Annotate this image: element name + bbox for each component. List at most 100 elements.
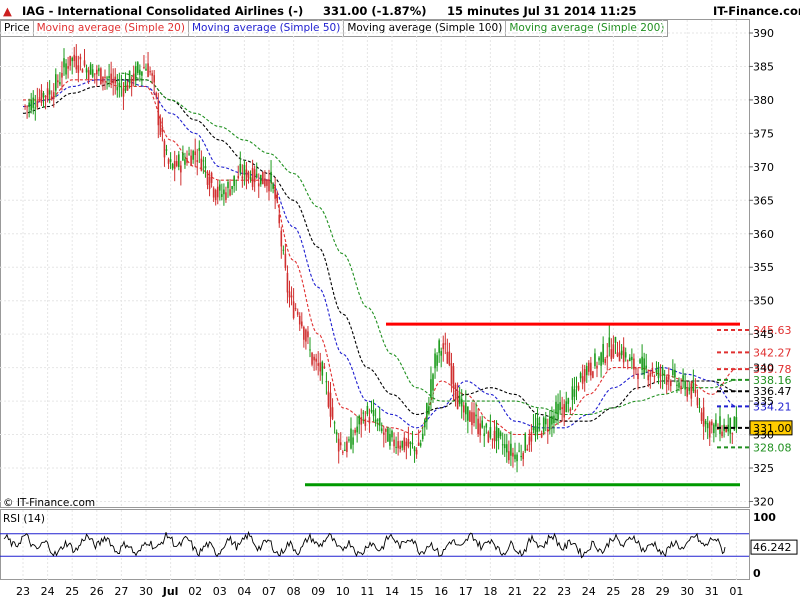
candle [696, 389, 699, 409]
candle [272, 182, 274, 194]
candle [485, 422, 488, 434]
date-tick-label: 28 [631, 585, 645, 598]
candle [532, 413, 535, 434]
candle [604, 356, 606, 366]
candle [641, 344, 643, 376]
candle [173, 150, 176, 182]
candle-body [223, 189, 225, 195]
candle-body [637, 373, 639, 379]
candle-body [147, 63, 149, 77]
candle [376, 418, 379, 432]
candle-body [657, 366, 660, 379]
candle [192, 149, 194, 164]
legend-item-ma20: Moving average (Simple 20) [32, 21, 188, 36]
ma50-tag: 334.21 [753, 400, 792, 413]
candle-body [282, 249, 285, 251]
candle [26, 105, 28, 119]
candle [251, 159, 254, 191]
candle [352, 429, 354, 454]
candle [122, 82, 125, 110]
candle-body [655, 369, 658, 373]
candle-body [467, 406, 469, 421]
candle-body [510, 443, 512, 456]
candle [339, 432, 342, 450]
candle [559, 390, 561, 414]
candle-body [489, 427, 492, 438]
candle-body [454, 384, 457, 400]
candle [528, 429, 531, 452]
candle-body [706, 423, 709, 429]
candle-body [145, 68, 147, 71]
candle [487, 430, 490, 444]
candle [120, 74, 123, 97]
candle-body [452, 366, 455, 389]
rsi-panel-frame [0, 509, 750, 580]
candle [55, 68, 57, 98]
candle-body [151, 73, 153, 76]
candle [503, 433, 506, 457]
candle [161, 117, 164, 142]
price-tick-label: 380 [753, 94, 774, 107]
candle [518, 442, 520, 453]
candle [397, 432, 399, 456]
candle [715, 413, 717, 438]
candle-body [114, 76, 117, 84]
candle-body [319, 362, 322, 372]
candle [319, 352, 322, 381]
candle-body [266, 180, 268, 186]
candle [204, 156, 207, 178]
candle-body [682, 375, 684, 380]
candle-body [262, 171, 264, 185]
ma50-tag-box [750, 399, 792, 414]
candle [462, 402, 465, 421]
candle-body [729, 417, 732, 434]
candle-body [713, 424, 715, 434]
ma20-tag-box [750, 345, 792, 360]
candle [253, 165, 256, 192]
candle [522, 450, 524, 467]
candle [59, 72, 61, 87]
support-tag-box [750, 440, 792, 455]
candle [551, 406, 553, 437]
candle [96, 65, 98, 87]
candle-body [178, 154, 180, 167]
candle [616, 341, 619, 358]
candle-body [67, 66, 69, 69]
candle [729, 417, 732, 444]
legend-item-ma100: Moving average (Simple 100) [343, 21, 505, 36]
candle-body [680, 385, 682, 390]
date-tick-label: 21 [508, 585, 522, 598]
candle [52, 83, 55, 108]
candle-body [411, 443, 414, 445]
candle [471, 402, 473, 435]
candle [540, 430, 543, 439]
candle-body [585, 366, 588, 376]
ma100-tag-box [750, 384, 792, 399]
candle-body [188, 153, 190, 155]
candle [225, 186, 227, 203]
candle-body [239, 163, 242, 173]
candle-body [393, 439, 395, 447]
candle [139, 64, 141, 82]
candle-body [46, 88, 49, 100]
candle [391, 429, 393, 442]
candle [590, 356, 592, 381]
last-price-tag: 331.00 [753, 422, 792, 435]
candle-body [485, 423, 488, 428]
candle [141, 70, 143, 86]
candle-body [702, 407, 705, 427]
candle [190, 149, 192, 167]
candle [438, 338, 440, 363]
candle [676, 380, 678, 394]
candle [63, 48, 65, 76]
candle [380, 422, 383, 434]
candle-body [491, 438, 494, 440]
candle [618, 340, 621, 362]
candle [77, 55, 80, 83]
candle-body [149, 71, 151, 73]
candle [426, 402, 428, 430]
legend-item-ma50: Moving average (Simple 50) [187, 21, 343, 36]
candle-body [159, 118, 162, 135]
candle [620, 344, 623, 359]
candle [323, 362, 326, 369]
